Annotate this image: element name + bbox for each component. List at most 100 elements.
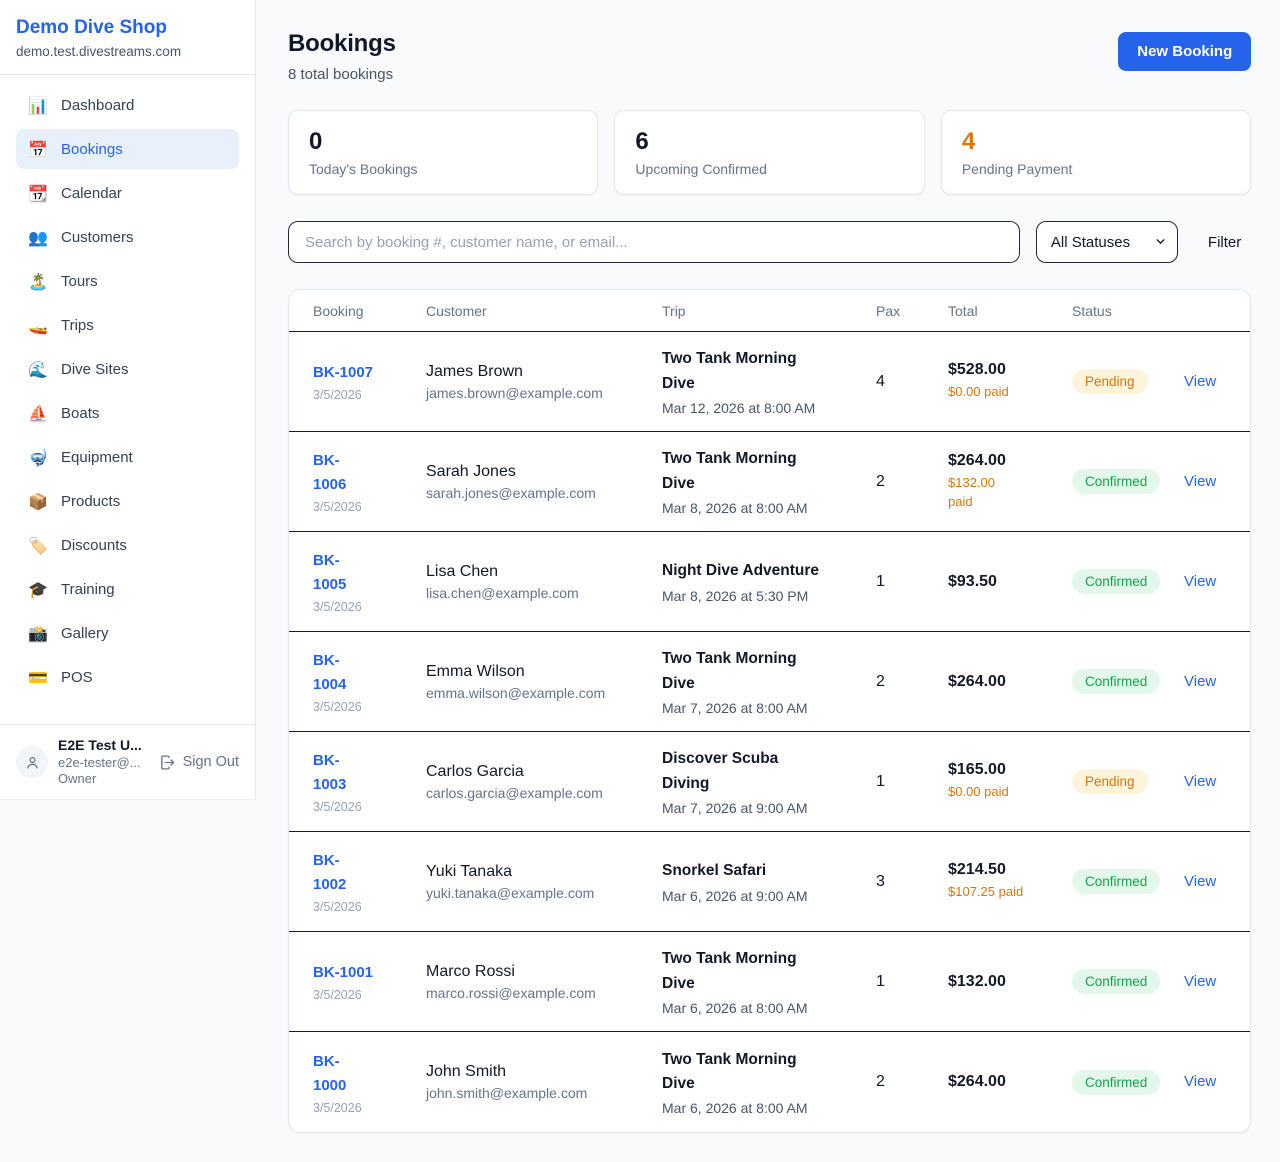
view-link[interactable]: View [1184, 772, 1217, 790]
sidebar-item-customers[interactable]: 👥 Customers [16, 217, 239, 257]
total-paid: $0.00 paid [948, 384, 1009, 400]
trip-datetime: Mar 12, 2026 at 8:00 AM [662, 399, 816, 416]
booking-id-link[interactable]: BK-1001 [313, 964, 374, 981]
stat-card-upcoming-confirmed: 6 Upcoming Confirmed [614, 110, 925, 195]
total-amount: $528.00 [948, 361, 1006, 379]
customer-email: marco.rossi@example.com [426, 984, 596, 1001]
booking-id-link[interactable]: BK- 1005 [313, 552, 347, 593]
sidebar-item-label: Dashboard [61, 96, 135, 114]
new-booking-button[interactable]: New Booking [1118, 32, 1252, 71]
sidebar-item-bookings[interactable]: 📅 Bookings [16, 129, 239, 169]
sign-out-icon [160, 754, 174, 770]
total-cell: $93.50 [948, 573, 1072, 591]
view-link[interactable]: View [1184, 572, 1217, 590]
booking-cell: BK- 1002 3/5/2026 [313, 849, 426, 914]
sidebar-item-boats[interactable]: ⛵ Boats [16, 393, 239, 433]
search-input[interactable] [288, 221, 1020, 263]
customer-cell: John Smith john.smith@example.com [426, 1063, 662, 1101]
bookings-table: Booking Customer Trip Pax Total Status BK-100… [288, 289, 1252, 1133]
sidebar-item-training[interactable]: 🎓 Training [16, 569, 239, 609]
trip-name: Two Tank Morning Dive [662, 350, 797, 392]
status-badge: Confirmed [1072, 669, 1161, 694]
sidebar-item-gallery[interactable]: 📸 Gallery [16, 613, 239, 653]
booking-cell: BK- 1004 3/5/2026 [313, 649, 426, 714]
pax-cell: 1 [876, 973, 948, 991]
filter-button[interactable]: Filter [1207, 233, 1242, 251]
view-link[interactable]: View [1184, 372, 1217, 390]
calendar-icon: 📅 [28, 139, 48, 159]
booking-date: 3/5/2026 [313, 1100, 362, 1115]
customer-email: emma.wilson@example.com [426, 684, 606, 701]
view-link[interactable]: View [1184, 472, 1217, 490]
trip-datetime: Mar 6, 2026 at 8:00 AM [662, 999, 808, 1016]
pax-cell: 4 [876, 373, 948, 391]
view-link[interactable]: View [1184, 672, 1217, 690]
trip-cell: Two Tank Morning Dive Mar 6, 2026 at 8:0… [662, 1048, 876, 1116]
sidebar-item-products[interactable]: 📦 Products [16, 481, 239, 521]
page-header: Bookings 8 total bookings New Booking [288, 30, 1252, 83]
sign-out-button[interactable]: Sign Out [159, 754, 239, 771]
table-body: BK-1007 3/5/2026 James Brown james.brown… [289, 332, 1251, 1132]
booking-cell: BK- 1000 3/5/2026 [313, 1050, 426, 1115]
graduation-cap-icon: 🎓 [28, 579, 48, 599]
table-row: BK- 1002 3/5/2026 Yuki Tanaka yuki.tanak… [289, 832, 1251, 932]
status-badge: Confirmed [1072, 969, 1161, 994]
sidebar-item-trips[interactable]: 🚤 Trips [16, 305, 239, 345]
customer-email: james.brown@example.com [426, 384, 603, 401]
booking-cell: BK- 1003 3/5/2026 [313, 749, 426, 814]
sidebar-item-tours[interactable]: 🏝️ Tours [16, 261, 239, 301]
sidebar-item-dive-sites[interactable]: 🌊 Dive Sites [16, 349, 239, 389]
sidebar-item-label: Boats [61, 404, 100, 422]
view-link[interactable]: View [1184, 872, 1217, 890]
filter-row: All Statuses Filter [288, 221, 1251, 263]
booking-date: 3/5/2026 [313, 500, 362, 514]
user-role: Owner [58, 770, 97, 786]
booking-id-link[interactable]: BK- 1000 [313, 1052, 347, 1094]
sidebar-item-label: Discounts [61, 536, 127, 554]
stat-value: 0 [309, 128, 323, 155]
customer-email: lisa.chen@example.com [426, 584, 579, 601]
customer-email: sarah.jones@example.com [426, 484, 596, 501]
sidebar-item-label: Gallery [61, 624, 109, 642]
customer-name: Carlos Garcia [426, 762, 524, 780]
booking-id-link[interactable]: BK- 1004 [313, 652, 347, 693]
booking-id-link[interactable]: BK- 1006 [313, 452, 347, 493]
status-select[interactable]: All Statuses [1035, 221, 1178, 263]
island-icon: 🏝️ [28, 271, 48, 291]
customer-cell: Lisa Chen lisa.chen@example.com [426, 563, 662, 601]
trip-cell: Snorkel Safari Mar 6, 2026 at 9:00 AM [662, 859, 876, 903]
tag-icon: 🏷️ [28, 535, 48, 555]
trip-cell: Two Tank Morning Dive Mar 6, 2026 at 8:0… [662, 947, 876, 1015]
view-link[interactable]: View [1184, 1073, 1217, 1090]
table-header-row: Booking Customer Trip Pax Total Status [289, 290, 1251, 332]
total-cell: $264.00 $132.00 paid [948, 452, 1072, 512]
status-badge: Confirmed [1072, 869, 1161, 894]
status-cell: Confirmed [1072, 669, 1184, 694]
trip-datetime: Mar 8, 2026 at 5:30 PM [662, 587, 809, 604]
total-amount: $264.00 [948, 1073, 1006, 1090]
trip-name: Two Tank Morning Dive [662, 650, 797, 692]
user-email: e2e-tester@... [58, 754, 141, 770]
booking-id-link[interactable]: BK- 1003 [313, 752, 347, 793]
table-row: BK- 1004 3/5/2026 Emma Wilson emma.wilso… [289, 632, 1251, 732]
stat-card-pending-payment: 4 Pending Payment [940, 110, 1252, 195]
sidebar-item-calendar[interactable]: 📆 Calendar [16, 173, 239, 213]
sidebar-item-equipment[interactable]: 🤿 Equipment [16, 437, 239, 477]
pax-cell: 2 [876, 1073, 948, 1091]
booking-id-link[interactable]: BK- 1002 [313, 852, 347, 893]
trip-datetime: Mar 7, 2026 at 9:00 AM [662, 799, 808, 816]
sidebar-item-dashboard[interactable]: 📊 Dashboard [16, 85, 239, 125]
trip-name: Night Dive Adventure [662, 562, 820, 580]
trip-datetime: Mar 6, 2026 at 8:00 AM [662, 1100, 808, 1117]
pax-cell: 1 [876, 773, 948, 791]
sidebar-item-discounts[interactable]: 🏷️ Discounts [16, 525, 239, 565]
pax-value: 2 [876, 672, 885, 690]
customer-name: James Brown [426, 362, 523, 380]
stat-card-todays-bookings: 0 Today's Bookings [288, 110, 599, 195]
booking-id-link[interactable]: BK-1007 [313, 364, 374, 381]
sidebar-item-pos[interactable]: 💳 POS [16, 657, 239, 697]
booking-cell: BK-1001 3/5/2026 [313, 961, 426, 1002]
view-link[interactable]: View [1184, 972, 1217, 990]
speedboat-icon: 🚤 [28, 315, 48, 335]
total-cell: $214.50 $107.25 paid [948, 861, 1072, 902]
